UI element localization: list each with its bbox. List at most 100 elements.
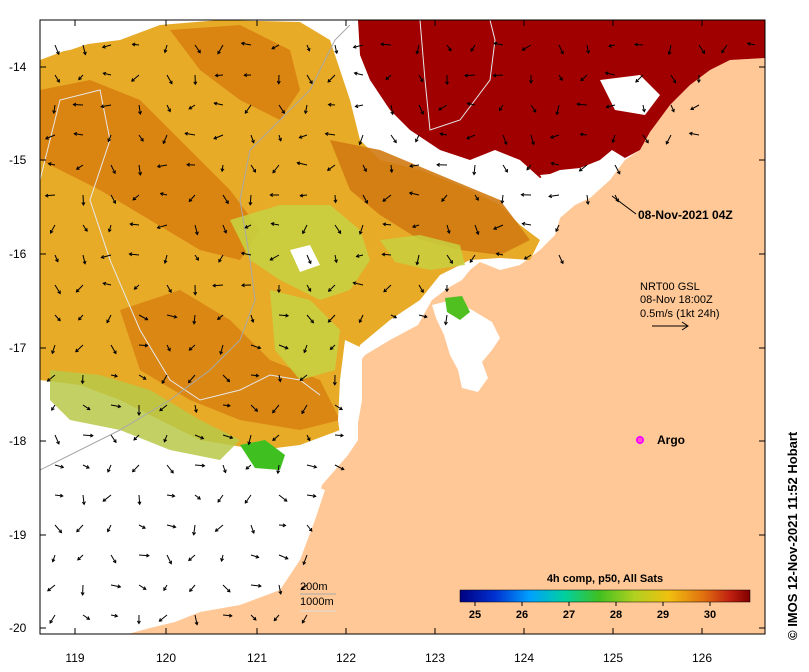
current-vector [558,254,564,264]
current-vector-head [383,288,388,293]
current-vector-head [85,465,90,469]
current-vector-head [163,438,168,443]
current-vector-head [252,616,257,621]
currents-scale: 0.5m/s (1kt 24h) [640,308,719,320]
current-vector [356,254,364,257]
current-vector-head [55,258,59,263]
current-vector-head [585,201,590,205]
current-vector [157,164,168,168]
current-vector-head [380,42,385,47]
current-vector [220,344,224,355]
current-vector [241,252,252,256]
current-vector-head [137,501,142,506]
current-vector-head [688,131,693,136]
current-vector-head [339,406,343,411]
current-vector-head [86,616,91,620]
current-vector [272,164,280,174]
current-vector [54,464,64,468]
current-vector-head [47,587,51,592]
current-vector [110,404,121,408]
current-vector-head [131,42,136,47]
current-vector-head [167,108,171,113]
current-vector [166,344,171,352]
current-vector-head [241,283,245,288]
current-vector-head [560,260,564,265]
current-vector [362,164,367,172]
current-vector-head [197,496,201,500]
current-vector-head [75,166,80,170]
sst-hot-region [358,20,765,178]
plot-frame [39,19,766,635]
current-vector-head [240,41,245,46]
current-vector [162,134,168,144]
current-vector [110,434,117,443]
current-vector [549,194,560,197]
current-vector-head [140,137,144,142]
current-vector-head [78,316,82,321]
current-vector [217,44,224,54]
current-vector-head [298,135,303,139]
current-vector-head [411,224,416,229]
current-vector [82,464,90,469]
current-vector [474,224,479,235]
current-vector-head [445,81,450,86]
current-vector-head [252,168,257,173]
cloud-gap-2 [540,172,578,200]
current-vector [306,254,312,264]
current-vector [612,134,616,143]
current-vector [383,223,392,226]
current-vector [163,584,168,591]
current-vector [415,134,420,142]
y-tick-label: -20 [9,621,27,635]
current-vector-head [393,314,398,319]
current-vector [103,72,112,76]
current-vector [524,254,532,260]
current-vector [138,554,149,557]
current-vector [698,44,705,54]
current-vector [530,104,537,113]
current-vector [53,104,56,114]
current-vector-head [114,373,119,378]
current-vector-head [408,191,413,196]
current-vector [445,314,448,325]
current-vector [668,44,672,55]
current-vector [353,282,364,286]
current-vector [390,164,393,173]
current-vector-head [44,136,49,140]
current-vector-head [51,407,55,411]
current-vector [107,134,112,142]
current-vector [166,494,175,497]
current-vector-head [226,403,231,408]
current-vector-head [642,108,646,113]
current-vector [642,134,649,143]
current-vector [102,44,112,48]
colorbar-label: 28 [610,609,622,621]
current-vector [418,284,424,293]
current-vector-head [439,132,444,137]
current-vector [159,404,168,412]
current-vector-head [112,200,117,205]
current-vector [250,134,255,143]
argo-marker[interactable] [636,436,644,444]
y-tick-label: -19 [9,528,27,542]
current-vector [54,284,61,294]
current-vector [272,404,280,414]
sst-green-patch-3 [445,296,470,320]
current-vector-head [352,44,357,49]
current-vector-head [81,202,86,206]
current-vector [75,344,84,353]
current-vector-head [466,135,471,140]
current-vector [78,74,84,80]
current-vector-head [299,377,304,382]
current-vector-head [329,346,334,351]
current-vector-head [82,260,87,265]
current-vector-head [156,164,161,169]
current-vector-head [278,137,282,142]
current-vector-head [608,43,612,48]
current-vector-head [82,51,87,56]
current-vector-head [255,554,260,559]
current-vector [551,162,560,166]
current-vector-head [226,378,231,383]
current-vector-head [276,80,281,85]
current-vector-head [73,132,78,136]
